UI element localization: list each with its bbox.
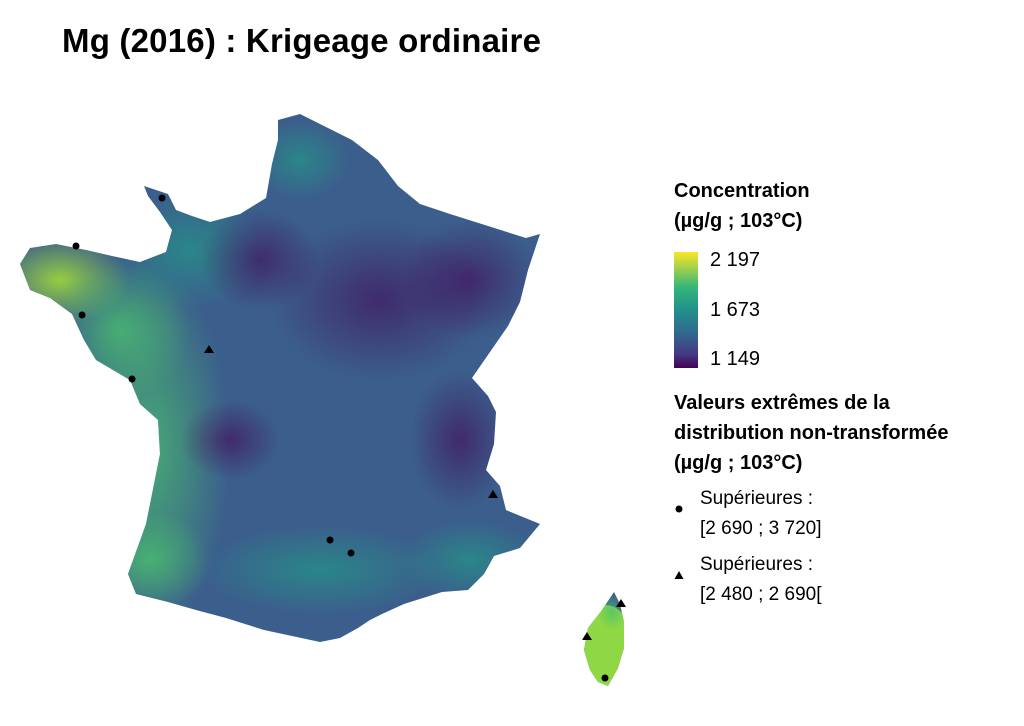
marker-circle: [158, 194, 166, 202]
colorbar-max-label: 2 197: [710, 249, 761, 271]
triangle-icon: [674, 571, 684, 579]
concentration-legend-title: Concentration (µg/g ; 103°C): [674, 180, 810, 232]
colorbar: [674, 252, 698, 368]
marker-circle: [326, 536, 334, 544]
legend-item-triangle: Supérieures : [2 480 ; 2 690[: [674, 550, 1014, 610]
extremes-legend: Valeurs extrêmes de la distribution non-…: [674, 388, 1014, 610]
marker-triangle: [616, 599, 626, 607]
marker-circle: [347, 549, 355, 557]
marker-triangle: [582, 632, 592, 640]
legend: Concentration (µg/g ; 103°C) 2 197 1 673…: [674, 176, 1014, 610]
extreme-markers: [72, 194, 626, 682]
tick-mark-mid: [698, 310, 704, 311]
marker-circle: [78, 311, 86, 319]
tick-mark-max: [698, 260, 704, 261]
extremes-legend-title: Valeurs extrêmes de la distribution non-…: [674, 392, 949, 474]
marker-circle: [128, 375, 136, 383]
colorbar-min-label: 1 149: [710, 348, 761, 370]
colorbar-mid-label: 1 673: [710, 299, 761, 321]
marker-circle: [72, 242, 80, 250]
marker-triangle: [204, 345, 214, 353]
marker-circle: [601, 674, 609, 682]
circle-icon: [675, 505, 683, 513]
tick-mark-min: [698, 359, 704, 360]
legend-item-circle: Supérieures : [2 690 ; 3 720]: [674, 484, 1014, 544]
colorbar-legend: 2 197 1 673 1 149: [674, 249, 1014, 370]
map-title: Mg (2016) : Krigeage ordinaire: [62, 22, 542, 59]
marker-triangle: [488, 490, 498, 498]
